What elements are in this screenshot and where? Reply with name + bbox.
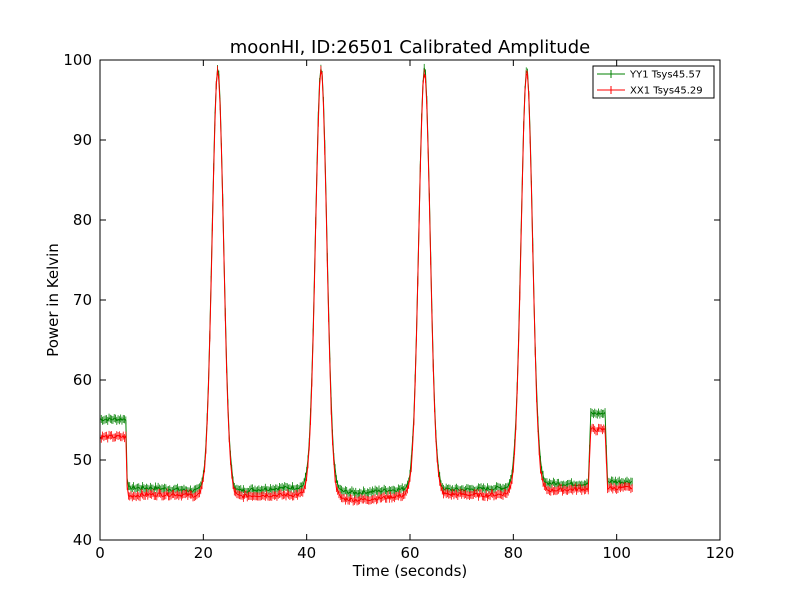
x-tick-label: 40 [297, 544, 316, 562]
series-yy1 [99, 63, 633, 499]
x-tick-label: 60 [400, 544, 419, 562]
y-tick-label: 90 [73, 131, 92, 149]
x-tick-label: 0 [95, 544, 105, 562]
y-tick-label: 70 [73, 291, 92, 309]
x-tick-label: 100 [602, 544, 631, 562]
chart-title: moonHI, ID:26501 Calibrated Amplitude [230, 37, 590, 58]
y-tick-label: 40 [73, 531, 92, 549]
plot-frame [99, 59, 721, 541]
y-tick-label: 60 [73, 371, 92, 389]
y-tick-label: 100 [63, 51, 92, 69]
y-axis-ticks: 40 50 60 70 80 90 100 [63, 51, 720, 549]
x-axis-label: Time (seconds) [352, 562, 468, 580]
x-axis-ticks: 0 20 40 60 80 100 120 [95, 60, 734, 562]
x-tick-label: 80 [504, 544, 523, 562]
y-tick-label: 80 [73, 211, 92, 229]
y-axis-label: Power in Kelvin [44, 243, 62, 357]
legend-box [592, 65, 715, 99]
legend-entry-yy1: YY1 Tsys45.57 [629, 70, 701, 81]
plot-layer [99, 63, 633, 506]
series-line [99, 69, 633, 503]
series-xx1 [99, 65, 633, 506]
y-tick-label: 50 [73, 451, 92, 469]
series-line [99, 67, 633, 496]
x-tick-label: 20 [194, 544, 213, 562]
legend-entry-xx1: XX1 Tsys45.29 [630, 86, 703, 97]
legend: YY1 Tsys45.57 XX1 Tsys45.29 [592, 65, 715, 99]
x-tick-label: 120 [706, 544, 735, 562]
